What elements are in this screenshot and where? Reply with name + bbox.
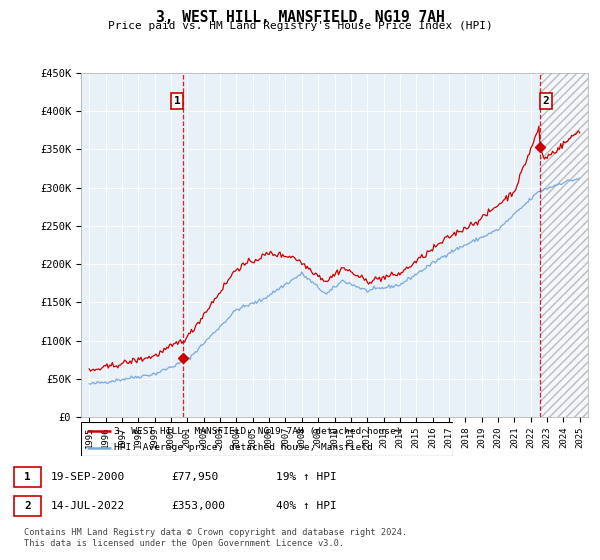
Bar — [539, 73, 588, 417]
Text: 2: 2 — [543, 96, 550, 106]
Text: 14-JUL-2022: 14-JUL-2022 — [51, 501, 125, 511]
Text: Contains HM Land Registry data © Crown copyright and database right 2024.
This d: Contains HM Land Registry data © Crown c… — [24, 528, 407, 548]
Text: HPI: Average price, detached house, Mansfield: HPI: Average price, detached house, Mans… — [115, 443, 373, 452]
Text: 19-SEP-2000: 19-SEP-2000 — [51, 472, 125, 482]
Text: 1: 1 — [24, 472, 31, 482]
Text: 3, WEST HILL, MANSFIELD, NG19 7AH (detached house): 3, WEST HILL, MANSFIELD, NG19 7AH (detac… — [115, 427, 402, 436]
Text: 2: 2 — [24, 501, 31, 511]
Text: 40% ↑ HPI: 40% ↑ HPI — [276, 501, 337, 511]
Text: £353,000: £353,000 — [171, 501, 225, 511]
Text: Price paid vs. HM Land Registry's House Price Index (HPI): Price paid vs. HM Land Registry's House … — [107, 21, 493, 31]
Text: 1: 1 — [173, 96, 180, 106]
Text: £77,950: £77,950 — [171, 472, 218, 482]
Text: 19% ↑ HPI: 19% ↑ HPI — [276, 472, 337, 482]
Text: 3, WEST HILL, MANSFIELD, NG19 7AH: 3, WEST HILL, MANSFIELD, NG19 7AH — [155, 10, 445, 25]
